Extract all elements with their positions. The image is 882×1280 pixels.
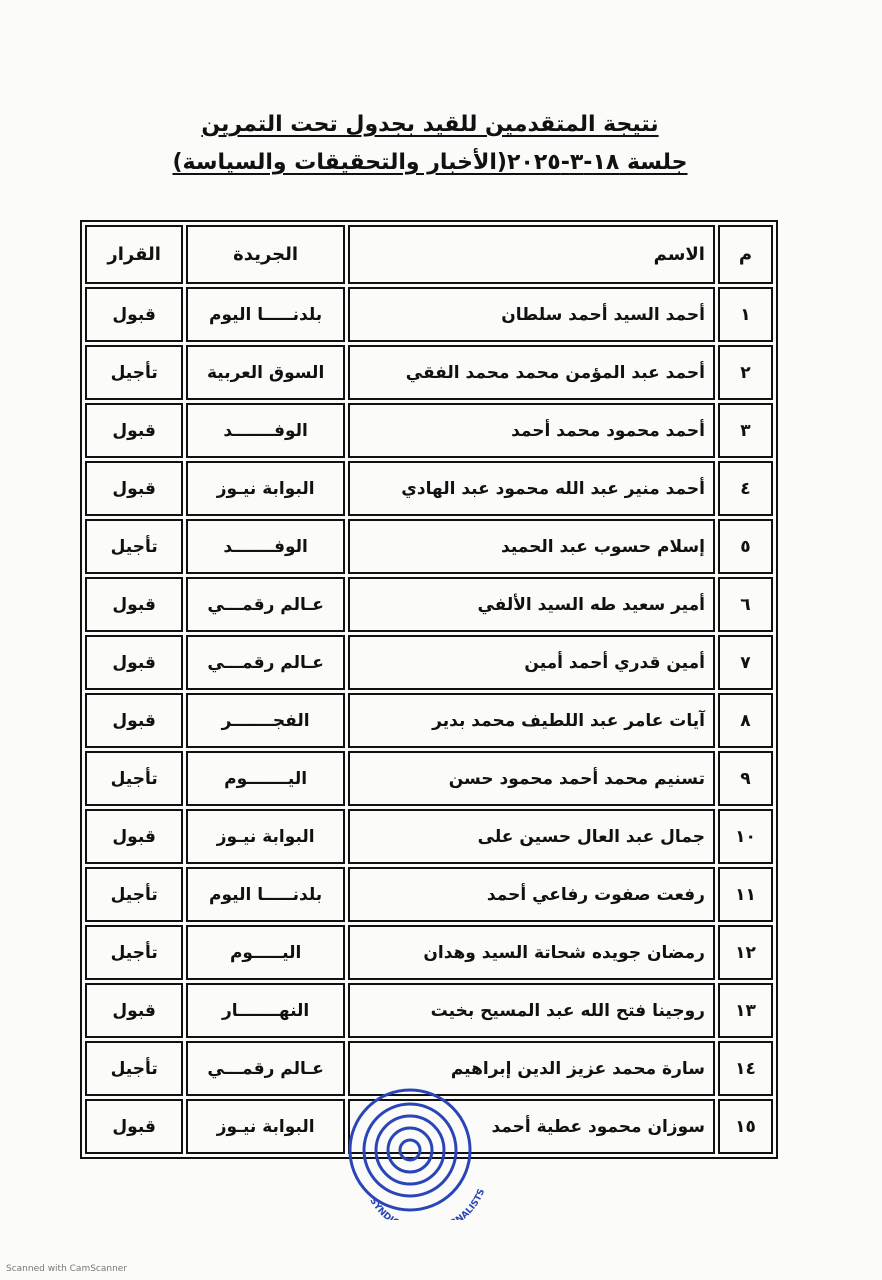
applicant-name: رمضان جويده شحاتة السيد وهدان: [347, 925, 715, 980]
table-row: ٤ أحمد منير عبد الله محمود عبد الهادي البو…: [85, 461, 773, 516]
applicant-name: أمين قدري أحمد أمين: [347, 635, 715, 690]
row-number: ١١: [717, 867, 773, 922]
newspaper: عـالم رقمـــي: [186, 1041, 345, 1096]
row-number: ٢: [717, 345, 773, 400]
subtitle: جلسة ١٨-٣-٢٠٢٥(الأخبار والتحقيقات والسيا…: [172, 150, 688, 175]
decision: قبول: [85, 577, 184, 632]
table-row: ١٥ سوزان محمود عطية أحمد البوابة نيـوز قبول: [85, 1099, 773, 1154]
applicant-name: روجينا فتح الله عبد المسيح بخيت: [347, 983, 715, 1038]
newspaper: الوفـــــــد: [186, 519, 345, 574]
title: نتيجة المتقدمين للقيد بجدول تحت التمرين: [201, 112, 659, 137]
row-number: ٧: [717, 635, 773, 690]
applicant-name: أمير سعيد طه السيد الألفي: [347, 577, 715, 632]
row-number: ٥: [717, 519, 773, 574]
row-number: ١٤: [717, 1041, 773, 1096]
row-number: ٦: [717, 577, 773, 632]
decision: قبول: [85, 1099, 184, 1154]
newspaper: السوق العربية: [186, 345, 345, 400]
row-number: ٣: [717, 403, 773, 458]
table-row: ١ أحمد السيد أحمد سلطان بلدنـــــا اليوم قب…: [85, 287, 773, 342]
applicant-name: تسنيم محمد أحمد محمود حسن: [347, 751, 715, 806]
header-cell: م: [717, 225, 773, 284]
decision: قبول: [85, 983, 184, 1038]
decision: تأجيل: [85, 751, 184, 806]
decision: قبول: [85, 287, 184, 342]
newspaper: البوابة نيـوز: [186, 1099, 345, 1154]
table-row: ٥ إسلام حسوب عبد الحميد الوفـــــــد تأجيل: [85, 519, 773, 574]
table-row: ١١ رفعت صفوت رفاعي أحمد بلدنـــــا اليوم تأ…: [85, 867, 773, 922]
newspaper: البوابة نيـوز: [186, 809, 345, 864]
decision: تأجيل: [85, 519, 184, 574]
header-cell: الاسم: [347, 225, 715, 284]
row-number: ١: [717, 287, 773, 342]
table-row: ١٤ سارة محمد عزيز الدين إبراهيم عـالم رقمـ…: [85, 1041, 773, 1096]
applicant-name: جمال عبد العال حسين على: [347, 809, 715, 864]
row-number: ٩: [717, 751, 773, 806]
applicant-name: سارة محمد عزيز الدين إبراهيم: [347, 1041, 715, 1096]
table-row: ٦ أمير سعيد طه السيد الألفي عـالم رقمـــي ق…: [85, 577, 773, 632]
table-row: ٧ أمين قدري أحمد أمين عـالم رقمـــي قبول: [85, 635, 773, 690]
table-row: ٩ تسنيم محمد أحمد محمود حسن اليـــــــوم تأ…: [85, 751, 773, 806]
table-row: ١٠ جمال عبد العال حسين على البوابة نيـوز قب…: [85, 809, 773, 864]
header-row: م الاسم الجريدة القرار: [85, 225, 773, 284]
row-number: ٨: [717, 693, 773, 748]
decision: قبول: [85, 809, 184, 864]
applicant-name: إسلام حسوب عبد الحميد: [347, 519, 715, 574]
results-table: م الاسم الجريدة القرار ١ أحمد السيد أحمد …: [80, 220, 778, 1159]
newspaper: عـالم رقمـــي: [186, 577, 345, 632]
decision: قبول: [85, 693, 184, 748]
scanner-watermark: Scanned with CamScanner: [6, 1264, 128, 1274]
decision: قبول: [85, 461, 184, 516]
newspaper: عـالم رقمـــي: [186, 635, 345, 690]
applicant-name: رفعت صفوت رفاعي أحمد: [347, 867, 715, 922]
table-row: ١٣ روجينا فتح الله عبد المسيح بخيت النهـــ…: [85, 983, 773, 1038]
newspaper: الفجـــــــر: [186, 693, 345, 748]
newspaper: الوفـــــــد: [186, 403, 345, 458]
table-row: ١٢ رمضان جويده شحاتة السيد وهدان اليـــــو…: [85, 925, 773, 980]
applicant-name: أحمد عبد المؤمن محمد محمد الفقي: [347, 345, 715, 400]
newspaper: اليـــــوم: [186, 925, 345, 980]
table-head: م الاسم الجريدة القرار: [85, 225, 773, 284]
seal: SYNDICATE OF JOURNALISTS: [348, 1088, 487, 1220]
applicant-name: أحمد محمود محمد أحمد: [347, 403, 715, 458]
decision: تأجيل: [85, 867, 184, 922]
table-body: ١ أحمد السيد أحمد سلطان بلدنـــــا اليوم قب…: [85, 287, 773, 1154]
newspaper: بلدنـــــا اليوم: [186, 867, 345, 922]
decision: تأجيل: [85, 1041, 184, 1096]
table-row: ٨ آيات عامر عبد اللطيف محمد بدير الفجـــــ…: [85, 693, 773, 748]
applicant-name: أحمد السيد أحمد سلطان: [347, 287, 715, 342]
table-row: ٢ أحمد عبد المؤمن محمد محمد الفقي السوق ال…: [85, 345, 773, 400]
table-row: ٣ أحمد محمود محمد أحمد الوفـــــــد قبول: [85, 403, 773, 458]
row-number: ١٥: [717, 1099, 773, 1154]
decision: قبول: [85, 403, 184, 458]
newspaper: بلدنـــــا اليوم: [186, 287, 345, 342]
applicant-name: سوزان محمود عطية أحمد: [347, 1099, 715, 1154]
newspaper: البوابة نيـوز: [186, 461, 345, 516]
row-number: ٤: [717, 461, 773, 516]
decision: تأجيل: [85, 345, 184, 400]
applicant-name: أحمد منير عبد الله محمود عبد الهادي: [347, 461, 715, 516]
row-number: ١٠: [717, 809, 773, 864]
row-number: ١٢: [717, 925, 773, 980]
decision: قبول: [85, 635, 184, 690]
decision: تأجيل: [85, 925, 184, 980]
header-cell: الجريدة: [186, 225, 345, 284]
header-cell: القرار: [85, 225, 184, 284]
newspaper: النهـــــــار: [186, 983, 345, 1038]
row-number: ١٣: [717, 983, 773, 1038]
applicant-name: آيات عامر عبد اللطيف محمد بدير: [347, 693, 715, 748]
newspaper: اليـــــــوم: [186, 751, 345, 806]
